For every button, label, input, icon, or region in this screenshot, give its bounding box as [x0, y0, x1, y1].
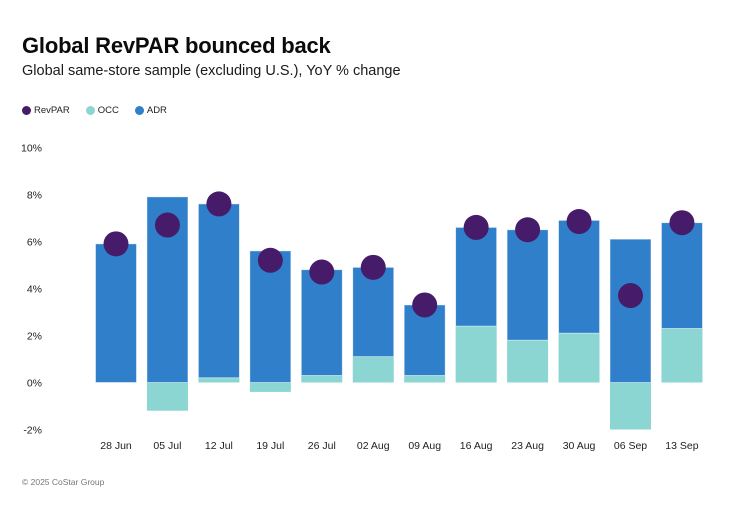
legend-item-revpar[interactable]: RevPAR	[22, 105, 70, 116]
revpar-dot	[566, 209, 592, 235]
occ-bar	[507, 340, 549, 383]
adr-bar	[197, 203, 240, 379]
legend-label-occ: OCC	[97, 105, 119, 116]
x-axis: 28 Jun 05 Jul 12 Jul 19 Jul 26 Jul 02 Aug 09 A…	[100, 440, 699, 452]
y-tick-label: 10%	[21, 143, 42, 155]
legend-label-revpar: RevPAR	[34, 105, 70, 116]
occ-bar	[610, 382, 651, 430]
y-tick-label: 0%	[27, 378, 42, 390]
chart-subtitle: Global same-store sample (excluding U.S.…	[22, 63, 401, 79]
legend-label-adr: ADR	[146, 105, 167, 116]
adr-bar	[352, 266, 395, 358]
legend-item-adr[interactable]: ADR	[134, 105, 167, 116]
copyright-footer: © 2025 CoStar Group	[22, 477, 105, 487]
legend: RevPAR OCC ADR	[22, 105, 167, 116]
occ-bar	[661, 328, 703, 383]
adr-bar	[249, 250, 292, 383]
revpar-dot	[103, 231, 129, 257]
revpar-dot	[206, 191, 232, 217]
revpar-dot	[618, 283, 643, 309]
x-tick-label: 05 Jul	[153, 440, 181, 452]
occ-bar	[249, 382, 291, 392]
legend-swatch-occ	[85, 106, 95, 115]
x-tick-label: 28 Jun	[100, 440, 132, 452]
revpar-dot	[669, 210, 695, 236]
revpar-dot	[412, 292, 438, 318]
occ-bar	[146, 382, 188, 411]
legend-item-occ[interactable]: OCC	[85, 105, 119, 116]
adr-bar	[506, 229, 549, 341]
adr-bar	[95, 243, 137, 383]
bars	[95, 196, 703, 430]
y-tick-label: 4%	[27, 284, 42, 296]
occ-bar	[558, 333, 600, 383]
occ-bar	[198, 377, 240, 383]
y-tick-label: 8%	[27, 190, 42, 202]
revpar-dot	[360, 254, 386, 280]
x-tick-label: 12 Jul	[205, 440, 233, 452]
adr-bar	[558, 219, 600, 334]
y-tick-label: -2%	[23, 425, 42, 437]
x-tick-label: 16 Aug	[460, 440, 493, 452]
legend-swatch-adr	[134, 106, 144, 115]
revpar-dot	[309, 259, 335, 285]
revpar-dot	[154, 212, 180, 238]
x-tick-label: 23 Aug	[511, 440, 544, 452]
revpar-dots	[103, 191, 695, 318]
occ-bar	[404, 375, 446, 383]
x-tick-label: 19 Jul	[256, 440, 284, 452]
x-tick-label: 02 Aug	[357, 440, 390, 452]
revpar-dot	[257, 247, 283, 273]
occ-bar	[455, 326, 497, 383]
occ-bar	[352, 356, 394, 383]
legend-swatch-revpar	[22, 106, 31, 115]
y-tick-label: 2%	[27, 331, 42, 343]
adr-bar	[609, 238, 652, 383]
adr-bar	[300, 269, 343, 376]
chart-title: Global RevPAR bounced back	[22, 33, 331, 58]
revpar-dot	[515, 217, 541, 243]
occ-bar	[301, 375, 343, 383]
revpar-dot	[463, 214, 489, 240]
adr-bar	[455, 226, 498, 327]
x-tick-label: 13 Sep	[665, 440, 698, 452]
y-axis: -2% 0% 2% 4% 6% 8% 10%	[21, 143, 42, 437]
x-tick-label: 30 Aug	[563, 440, 596, 452]
adr-bar	[661, 222, 703, 329]
y-tick-label: 6%	[27, 237, 42, 249]
x-tick-label: 26 Jul	[308, 440, 336, 452]
x-tick-label: 09 Aug	[408, 440, 441, 452]
x-tick-label: 06 Sep	[614, 440, 647, 452]
